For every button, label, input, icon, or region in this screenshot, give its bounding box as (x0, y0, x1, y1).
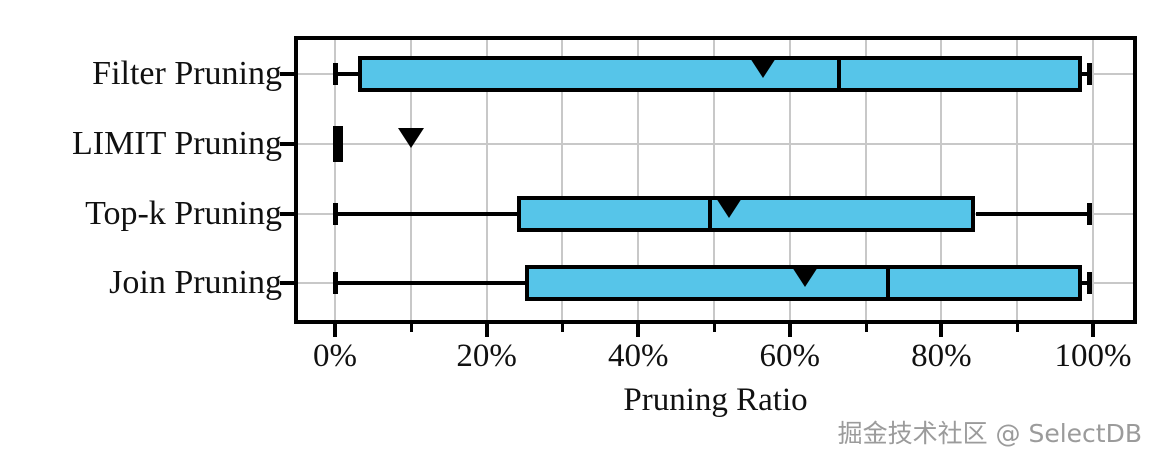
y-tick (280, 281, 294, 285)
median-line (333, 126, 337, 162)
x-tick-major (787, 324, 792, 337)
whisker-cap-max (1087, 202, 1093, 225)
x-tick-minor (1016, 324, 1020, 332)
x-tick-minor (864, 324, 868, 332)
mean-marker-triangle-down-icon (397, 128, 424, 148)
mean-marker-triangle-down-icon (716, 197, 743, 218)
whisker-right (1081, 72, 1090, 76)
whisker-cap-min (333, 202, 338, 225)
box-top-k-pruning (516, 195, 976, 232)
plot-area: 0% 20% 40% 60% 80% 100% (280, 36, 1137, 374)
category-label-limit-pruning: LIMIT Pruning (72, 125, 282, 162)
gridline-vertical (1092, 38, 1094, 322)
gridline-vertical (485, 38, 488, 322)
plot-frame (294, 36, 1137, 324)
whisker-left (335, 211, 517, 216)
x-tick-major (636, 324, 641, 337)
gridline-horizontal (296, 143, 1135, 145)
x-tick-minor (561, 324, 565, 332)
watermark: 掘金技术社区 @ SelectDB (837, 419, 1142, 448)
x-tick-major (484, 324, 489, 337)
median-line (886, 265, 891, 301)
whisker-cap-max (1087, 272, 1093, 294)
whisker-left (335, 72, 358, 76)
category-label-top-k-pruning: Top-k Pruning (85, 194, 282, 232)
y-tick (280, 72, 294, 76)
y-tick (280, 211, 294, 216)
gridline-vertical (940, 38, 943, 322)
whisker-cap-max (1087, 63, 1093, 85)
median-line (708, 195, 713, 232)
x-tick-label: 20% (456, 338, 517, 374)
x-tick-label: 40% (607, 338, 669, 374)
gridline-vertical (713, 38, 715, 322)
gridline-vertical (864, 38, 867, 322)
x-tick-label: 60% (759, 338, 821, 374)
x-tick-minor (713, 324, 716, 332)
median-line (837, 56, 842, 92)
gridline-vertical (334, 38, 336, 322)
mean-marker-triangle-down-icon (750, 58, 777, 78)
y-tick (280, 142, 294, 146)
gridline-vertical (561, 38, 564, 322)
category-label-filter-pruning: Filter Pruning (92, 55, 282, 92)
whisker-cap-min (333, 63, 338, 85)
gridline-vertical (637, 38, 640, 322)
x-tick-major (1091, 324, 1095, 337)
whisker-cap-min (333, 272, 338, 294)
gridline-vertical (1016, 38, 1019, 322)
gridline-vertical (409, 38, 412, 322)
box-filter-pruning (357, 56, 1082, 92)
x-tick-major (333, 324, 337, 337)
mean-marker-triangle-down-icon (791, 267, 818, 287)
whisker-right (975, 211, 1090, 216)
gridline-vertical (788, 38, 791, 322)
x-axis-title: Pruning Ratio (623, 382, 808, 418)
x-tick-major (939, 324, 944, 337)
whisker-left (335, 281, 525, 285)
category-label-join-pruning: Join Pruning (109, 264, 282, 301)
x-tick-label: 80% (911, 338, 972, 374)
box-limit-pruning (335, 126, 343, 162)
x-tick-label: 100% (1054, 338, 1132, 374)
x-tick-label: 0% (313, 338, 357, 374)
x-tick-minor (409, 324, 413, 332)
whisker-right (1081, 281, 1090, 285)
